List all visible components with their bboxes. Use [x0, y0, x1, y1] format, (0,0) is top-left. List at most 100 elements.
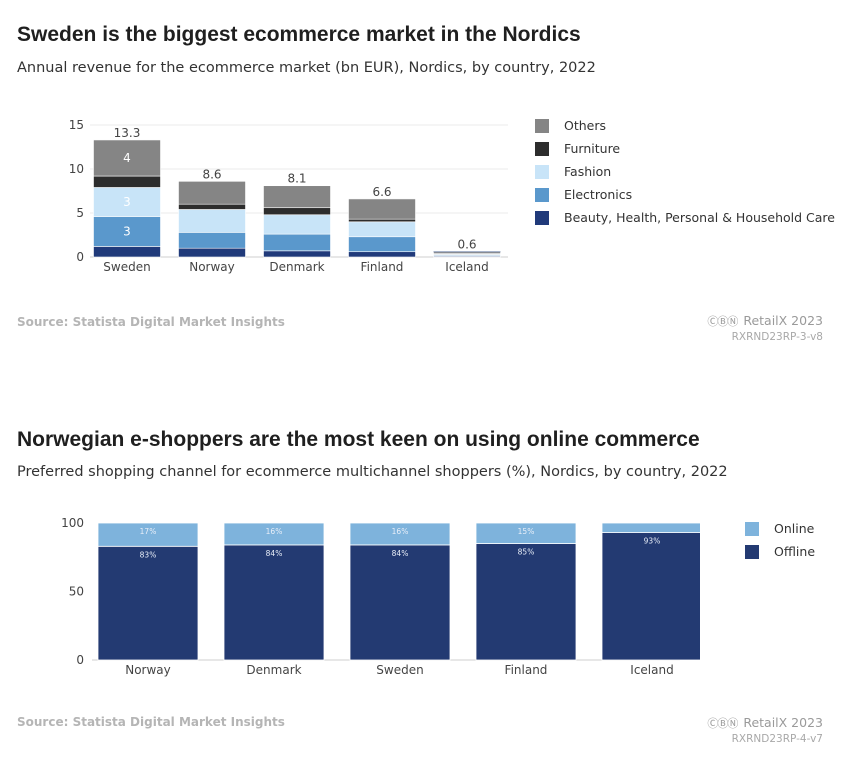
legend-item-beauty-health-personal-household-care: Beauty, Health, Personal & Household Car…	[535, 206, 835, 229]
y-tick-label: 15	[69, 118, 84, 132]
x-tick-label: Norway	[189, 260, 235, 274]
bar-segment-online-norway	[97, 522, 199, 547]
x-tick-label: Norway	[125, 663, 171, 677]
bar-segment-electronics-sweden	[93, 216, 161, 247]
bar-segment-fashion-sweden	[93, 187, 161, 217]
bar-segment-fashion-finland	[348, 221, 416, 238]
data-label: 83%	[140, 550, 157, 559]
bar-segment-offline-sweden	[349, 544, 451, 661]
source-note: Source: Statista Digital Market Insights	[17, 715, 285, 729]
data-label: 16%	[266, 527, 283, 536]
legend-item-others: Others	[535, 114, 835, 137]
chart-subtitle: Annual revenue for the ecommerce market …	[17, 60, 596, 76]
legend-swatch	[745, 521, 759, 536]
bar-segment-online-finland	[475, 522, 577, 544]
bar-segment-others-sweden	[93, 139, 161, 177]
bar-segment-beauty-health-personal-household-care-norway	[178, 247, 246, 258]
bar-segment-fashion-norway	[178, 209, 246, 233]
chart-subtitle: Preferred shopping channel for ecommerce…	[17, 464, 728, 480]
bar-segment-furniture-finland	[348, 218, 416, 223]
brand-name: RetailX 2023	[743, 715, 823, 730]
legend-swatch	[535, 187, 549, 202]
x-tick-label: Sweden	[376, 663, 423, 677]
data-label: 4	[123, 151, 131, 165]
legend-label: Electronics	[564, 187, 633, 202]
bar-segment-beauty-health-personal-household-care-finland	[348, 251, 416, 258]
channel-chart-legend: Online Offline	[745, 517, 815, 563]
x-tick-label: Iceland	[630, 663, 673, 677]
brand-credit: ⒸⒷⓃ RetailX 2023 RXRND23RP-4-v7	[707, 715, 823, 745]
revenue-chart-panel: Sweden is the biggest ecommerce market i…	[0, 0, 865, 380]
source-note: Source: Statista Digital Market Insights	[17, 315, 285, 329]
data-label: 3	[123, 224, 131, 238]
data-label: 17%	[140, 527, 157, 536]
legend-item-electronics: Electronics	[535, 183, 835, 206]
x-tick-label: Denmark	[246, 663, 301, 677]
bar-segment-online-iceland	[601, 522, 700, 533]
data-label: 84%	[266, 549, 283, 558]
legend-swatch	[535, 164, 549, 179]
x-tick-label: Sweden	[103, 260, 150, 274]
channel-chart-panel: Norwegian e-shoppers are the most keen o…	[0, 410, 865, 765]
chart-code: RXRND23RP-3-v8	[731, 331, 823, 343]
bar-segment-fashion-denmark	[263, 214, 331, 235]
y-tick-label: 100	[61, 516, 84, 530]
legend-label: Beauty, Health, Personal & Household Car…	[564, 210, 835, 225]
y-tick-label: 5	[76, 206, 84, 220]
bar-segment-beauty-health-personal-household-care-denmark	[263, 250, 331, 258]
bar-segment-online-sweden	[349, 522, 451, 546]
bar-segment-furniture-norway	[178, 203, 246, 210]
y-tick-label: 0	[76, 653, 84, 667]
bar-total-label: 13.3	[114, 126, 141, 140]
legend-swatch	[535, 210, 549, 225]
y-tick-label: 0	[76, 250, 84, 264]
creative-commons-icon: ⒸⒷⓃ	[707, 315, 738, 328]
bar-segment-beauty-health-personal-household-care-sweden	[93, 246, 161, 258]
y-tick-label: 50	[69, 585, 84, 599]
data-label: 84%	[392, 549, 409, 558]
legend-label: Others	[564, 118, 607, 133]
bar-segment-online-denmark	[223, 522, 325, 546]
data-label: 3	[123, 195, 131, 209]
creative-commons-icon: ⒸⒷⓃ	[707, 717, 738, 730]
x-tick-label: Denmark	[269, 260, 324, 274]
data-label: 93%	[644, 537, 661, 546]
bar-segment-offline-denmark	[223, 544, 325, 661]
bar-segment-electronics-norway	[178, 232, 246, 249]
legend-swatch	[535, 141, 549, 156]
legend-label: Furniture	[564, 141, 621, 156]
data-label: 16%	[392, 527, 409, 536]
legend-item-furniture: Furniture	[535, 137, 835, 160]
bar-segment-offline-iceland	[601, 532, 700, 661]
legend-item-offline: Offline	[745, 540, 815, 563]
bar-total-label: 6.6	[372, 185, 391, 199]
bar-segment-electronics-denmark	[263, 233, 331, 252]
x-tick-label: Finland	[361, 260, 404, 274]
bar-segment-others-finland	[348, 198, 416, 220]
legend-swatch	[745, 544, 759, 559]
legend-swatch	[535, 118, 549, 133]
chart-code: RXRND23RP-4-v7	[731, 733, 823, 745]
revenue-chart-legend: Others Furniture Fashion Electronics Beauty,…	[535, 114, 835, 229]
bar-total-label: 0.6	[457, 238, 476, 252]
channel-stacked-bar-chart: 0 50 100 83% 17% Norway 84% 16% Denmark 84% 16% Swe…	[61, 516, 700, 677]
bar-segment-electronics-finland	[348, 236, 416, 253]
chart-title: Norwegian e-shoppers are the most keen o…	[17, 428, 700, 451]
y-tick-label: 10	[69, 162, 84, 176]
bar-segment-others-norway	[178, 181, 246, 205]
data-label: 15%	[518, 527, 535, 536]
x-tick-label: Iceland	[445, 260, 488, 274]
bar-segment-furniture-denmark	[263, 207, 331, 216]
legend-item-online: Online	[745, 517, 815, 540]
bar-total-label: 8.1	[287, 172, 306, 186]
bar-segment-others-denmark	[263, 185, 331, 209]
brand-name: RetailX 2023	[743, 313, 823, 328]
brand-credit: ⒸⒷⓃ RetailX 2023 RXRND23RP-3-v8	[707, 313, 823, 343]
data-label: 85%	[518, 548, 535, 557]
legend-label: Fashion	[564, 164, 612, 179]
bar-segment-offline-finland	[475, 543, 577, 661]
legend-label: Online	[774, 521, 815, 536]
x-tick-label: Finland	[505, 663, 548, 677]
bar-segment-furniture-sweden	[93, 175, 161, 188]
legend-item-fashion: Fashion	[535, 160, 835, 183]
